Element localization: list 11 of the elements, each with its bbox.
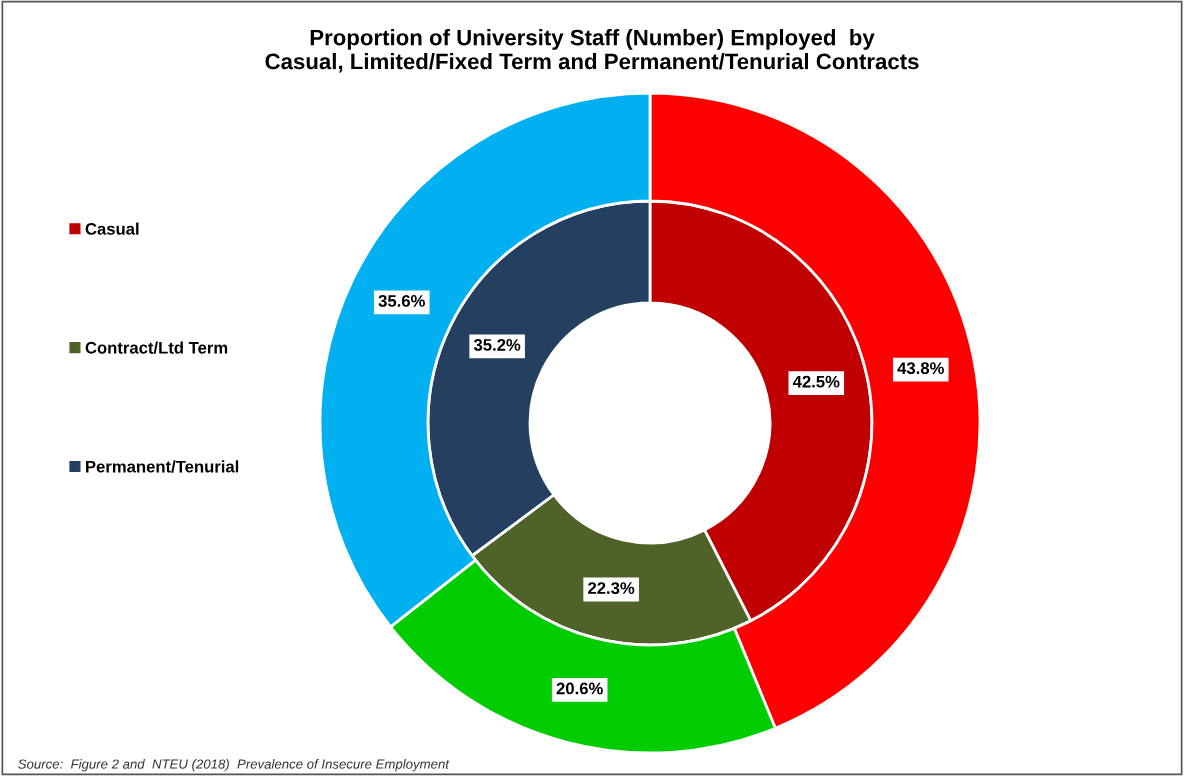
legend-label: Contract/Ltd Term [85, 341, 228, 354]
legend-label: Permanent/Tenurial [86, 460, 239, 473]
legend-label: Casual [85, 222, 139, 235]
data-label: 42.5% [792, 375, 840, 388]
source-note: Source: Figure 2 and NTEU (2018) Prevalence of Insecure Employment [18, 759, 450, 772]
data-label: 35.2% [473, 339, 521, 351]
data-label: 20.6% [556, 682, 603, 695]
data-label: 43.8% [897, 362, 944, 375]
chart-title: Proportion of University Staff (Number) Employed by Casual, Limited/Fixed Term and Permanent/Tenurial Contracts [265, 29, 919, 73]
data-label: 22.3% [588, 582, 635, 595]
data-label: 35.6% [378, 295, 425, 307]
